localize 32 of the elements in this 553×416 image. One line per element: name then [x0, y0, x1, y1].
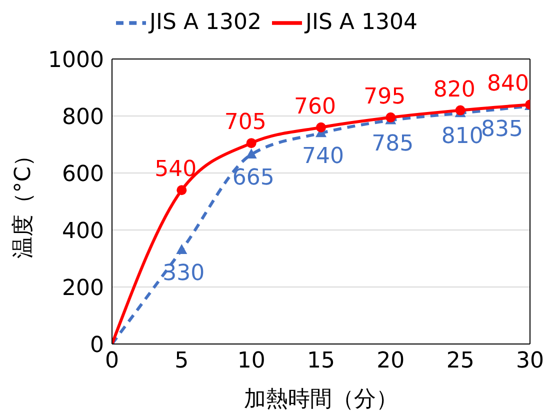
data-label: 760: [294, 94, 336, 120]
data-label: 330: [162, 260, 205, 286]
data-label: 785: [372, 131, 414, 156]
x-tick-label: 20: [376, 348, 405, 374]
point: [176, 244, 188, 254]
x-tick-label: 15: [307, 348, 335, 374]
y-tick-label: 0: [90, 332, 104, 358]
point: [246, 138, 256, 148]
legend-label: JIS A 1302: [150, 10, 262, 36]
y-tick-label: 600: [62, 162, 104, 187]
x-tick-label: 10: [237, 348, 266, 374]
data-label: 665: [232, 165, 274, 190]
legend-label: JIS A 1304: [306, 10, 418, 36]
data-label: 795: [364, 84, 406, 110]
x-tick-label: 5: [174, 348, 189, 374]
data-label: 540: [154, 157, 197, 182]
y-tick-label: 200: [62, 276, 104, 301]
y-axis-title: 温度（°C）: [10, 144, 36, 259]
data-label: 705: [224, 110, 266, 136]
y-tick-label: 1000: [48, 48, 104, 73]
data-label: 820: [433, 77, 476, 102]
point: [176, 185, 187, 196]
y-tick-label: 400: [62, 218, 104, 244]
x-tick-label: 25: [446, 348, 474, 374]
data-label: 740: [302, 144, 344, 170]
data-label: 835: [481, 117, 523, 142]
data-label: 840: [487, 72, 529, 97]
data-label: 810: [441, 124, 484, 150]
point: [316, 122, 326, 132]
x-tick-label: 30: [516, 348, 544, 374]
x-axis-title: 加熱時間（分）: [244, 387, 398, 412]
y-tick-label: 800: [62, 104, 104, 130]
